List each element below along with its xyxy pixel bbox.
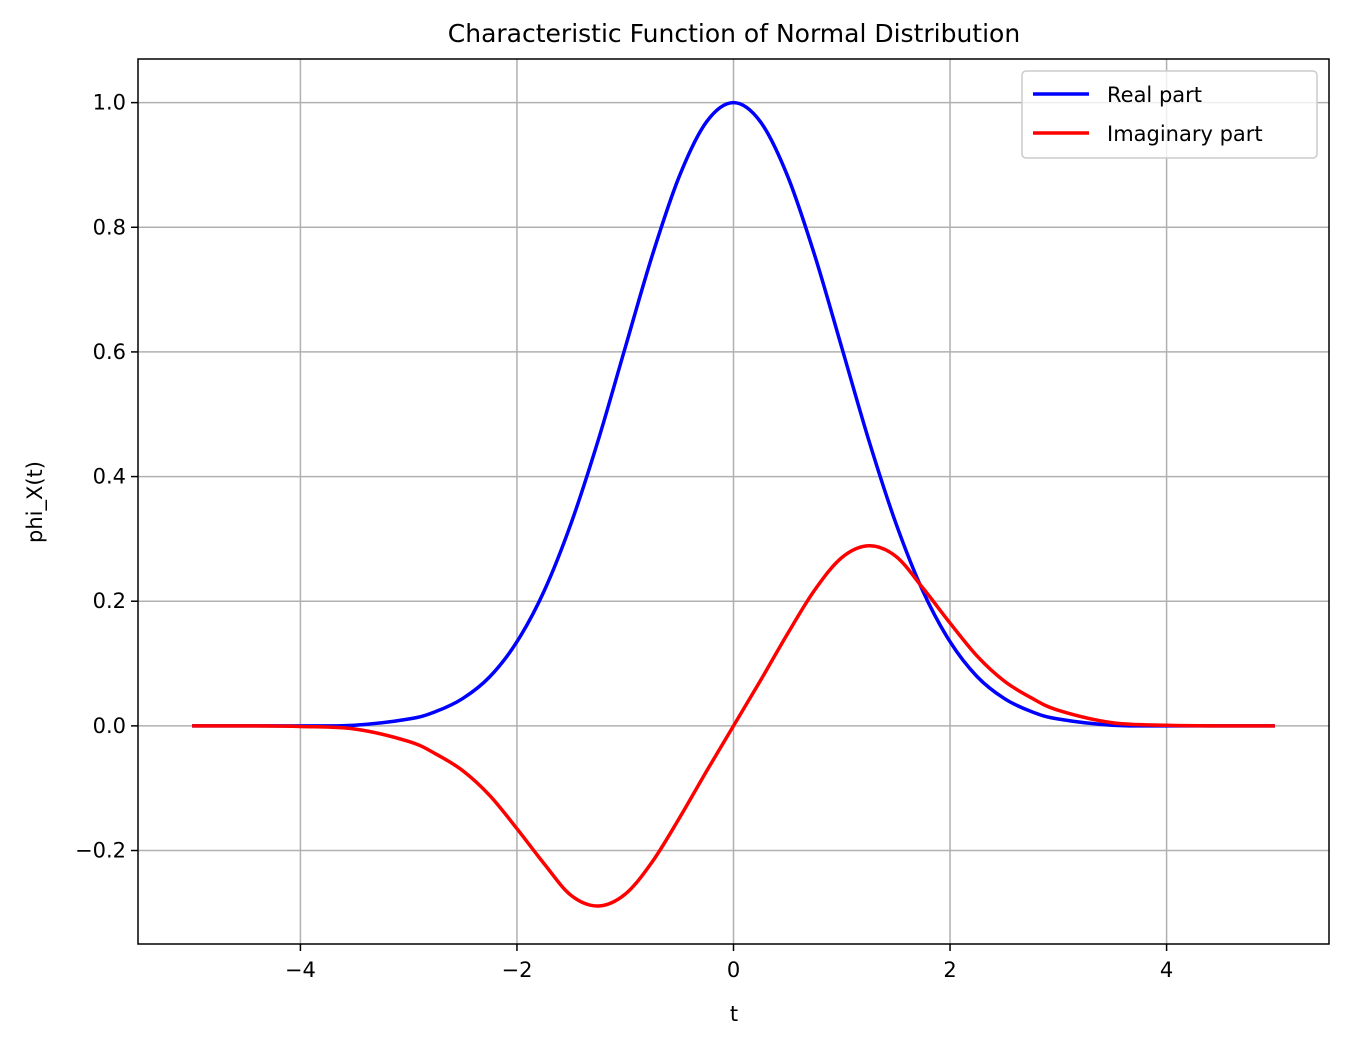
x-tick-label: 4 <box>1160 958 1173 982</box>
legend-label-imaginary: Imaginary part <box>1107 122 1263 146</box>
y-tick-label: 0.8 <box>93 215 126 239</box>
x-tick-label: 0 <box>727 958 740 982</box>
y-tick-label: 0.4 <box>93 465 126 489</box>
chart-title: Characteristic Function of Normal Distri… <box>448 19 1020 48</box>
plot-lines <box>192 100 1275 908</box>
x-tick-label: −4 <box>285 958 316 982</box>
legend-label-real: Real part <box>1107 83 1202 107</box>
x-tick-label: −2 <box>501 958 532 982</box>
y-tick-label: 1.0 <box>93 91 126 115</box>
grid <box>138 59 1329 944</box>
legend-box <box>1021 70 1318 159</box>
x-axis-label: t <box>730 1002 738 1026</box>
x-tick-label: 2 <box>943 958 956 982</box>
y-tick-label: −0.2 <box>75 839 126 863</box>
y-tick-label: 0.0 <box>93 714 126 738</box>
y-tick-label: 0.2 <box>93 589 126 613</box>
series-line-imaginary-part <box>192 543 1275 908</box>
ticks: −4 −2 0 2 4 −0.2 0.0 0.2 0.4 0.6 0.8 1.0 <box>75 91 1173 982</box>
y-axis-label: phi_X(t) <box>23 461 48 543</box>
legend: Real part Imaginary part <box>1021 70 1318 159</box>
y-tick-label: 0.6 <box>93 340 126 364</box>
series-line-real-part <box>192 100 1275 728</box>
